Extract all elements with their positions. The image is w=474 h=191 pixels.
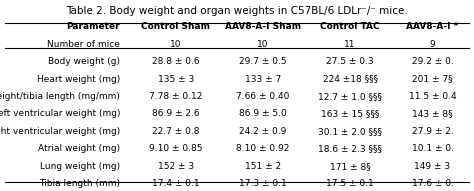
- Text: Table 2. Body weight and organ weights in C57BL/6 LDLr⁻/⁻ mice.: Table 2. Body weight and organ weights i…: [66, 6, 408, 16]
